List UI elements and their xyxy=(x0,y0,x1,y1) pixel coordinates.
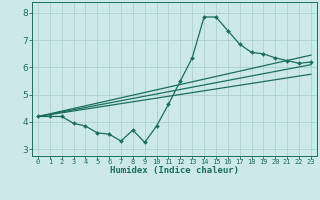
X-axis label: Humidex (Indice chaleur): Humidex (Indice chaleur) xyxy=(110,166,239,175)
